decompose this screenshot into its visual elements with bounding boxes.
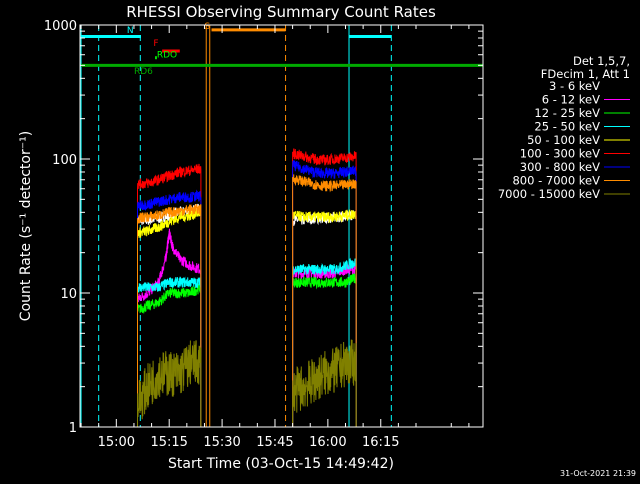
y-tick-label: 10 <box>60 287 77 302</box>
series-line <box>137 340 202 427</box>
y-tick-label: 1000 <box>44 19 77 34</box>
x-tick-label: 15:00 <box>98 435 135 450</box>
legend-label: 6 - 12 keV <box>542 93 600 107</box>
series-line <box>137 189 202 427</box>
y-axis-label: Count Rate (s⁻¹ detector⁻¹) <box>18 131 34 321</box>
flag-label: RDO <box>157 51 177 61</box>
legend-label: 100 - 300 keV <box>520 147 600 161</box>
x-tick-label: 16:15 <box>362 435 399 450</box>
footer-timestamp: 31-Oct-2021 21:39 <box>560 469 636 478</box>
x-axis-label: Start Time (03-Oct-15 14:49:42) <box>168 456 394 472</box>
legend-header: Det 1,5,7, <box>573 54 630 68</box>
series-line <box>292 339 357 427</box>
x-tick-label: 15:45 <box>256 435 293 450</box>
legend-label: 7000 - 15000 keV <box>498 187 600 201</box>
legend-label: 3 - 6 keV <box>549 79 600 93</box>
y-tick-label: 1 <box>69 421 77 436</box>
flag-label: S <box>204 22 210 32</box>
series-line <box>137 208 202 427</box>
chart-title: RHESSI Observing Summary Count Rates <box>126 3 436 21</box>
series-line <box>137 276 202 427</box>
y-tick-label: 100 <box>52 153 77 168</box>
series-line <box>292 160 357 427</box>
x-tick-label: 16:00 <box>309 435 346 450</box>
legend-label: 50 - 100 keV <box>527 133 600 147</box>
legend-label: 300 - 800 keV <box>520 160 600 174</box>
flag-label: RD6 <box>134 67 153 77</box>
x-tick-label: 15:15 <box>150 435 187 450</box>
legend-label: 800 - 7000 keV <box>512 174 600 188</box>
x-tick-label: 15:30 <box>203 435 240 450</box>
flag-label: N <box>127 26 134 36</box>
legend-label: 12 - 25 keV <box>534 106 600 120</box>
series-line <box>137 163 202 427</box>
legend-header: FDecim 1, Att 1 <box>541 67 630 81</box>
series-line <box>292 273 357 427</box>
legend-label: 25 - 50 keV <box>534 120 600 134</box>
series-line <box>137 281 202 427</box>
series-line <box>292 209 357 427</box>
plot-frame <box>79 24 484 428</box>
flag-label: F <box>153 39 158 49</box>
series-line <box>137 204 202 427</box>
series-line <box>292 174 357 427</box>
series-line <box>292 148 357 427</box>
series-line <box>292 257 357 427</box>
